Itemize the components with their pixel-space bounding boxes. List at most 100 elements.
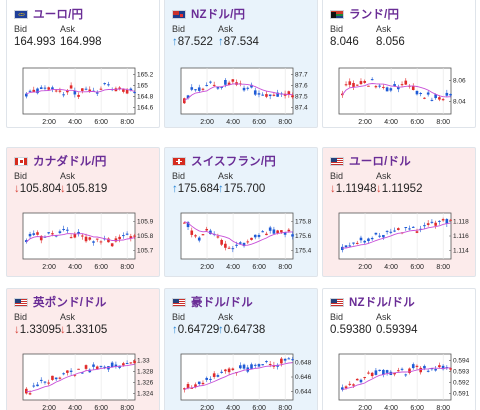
moving-average-line bbox=[341, 83, 451, 98]
pair-name[interactable]: ユーロ/ドル bbox=[349, 156, 411, 168]
candle bbox=[95, 92, 99, 94]
candle bbox=[382, 369, 385, 375]
x-tick-label: 4:00 bbox=[68, 119, 82, 126]
arrow-up-icon: ↑ bbox=[172, 36, 178, 48]
candle bbox=[426, 370, 430, 372]
candle bbox=[363, 377, 367, 379]
card-header[interactable]: NZドル/円 bbox=[172, 6, 245, 22]
pair-name[interactable]: 英ポンド/ドル bbox=[33, 297, 107, 309]
candle bbox=[118, 87, 121, 89]
price-chart[interactable]: 2:00 4:00 6:00 8:00 0.648 0.646 0.644 bbox=[171, 350, 313, 410]
price-chart[interactable]: 2:00 4:00 6:00 8:00 87.7 87.6 87.5 87.4 bbox=[171, 64, 313, 126]
rate-card-audusd[interactable]: 豪ドル/ドル Bid Ask ↑0.64729 ↑0.64738 2:00 4:00 6:00… bbox=[164, 288, 318, 410]
chart-container[interactable]: 2:00 4:00 6:00 8:00 1.118 1.116 1.114 bbox=[329, 209, 471, 271]
moving-average-line bbox=[26, 233, 135, 243]
candle bbox=[212, 84, 216, 86]
pair-name[interactable]: 豪ドル/ドル bbox=[191, 297, 253, 309]
candle bbox=[423, 97, 426, 99]
candle bbox=[385, 87, 389, 92]
candle bbox=[209, 81, 212, 83]
candle bbox=[227, 247, 231, 249]
rate-card-zarjpy[interactable]: ランド/円 Bid Ask 8.046 8.056 2:00 4:00 6:00 8:00 8.0… bbox=[322, 0, 476, 128]
rate-card-eurusd[interactable]: ユーロ/ドル Bid Ask ↓1.11948 ↓1.11952 2:00 4:00 6:00… bbox=[322, 147, 476, 277]
chart-container[interactable]: 2:00 4:00 6:00 8:00 175.8 175.6 175.4 bbox=[171, 209, 313, 271]
card-header[interactable]: スイスフラン/円 bbox=[172, 153, 276, 169]
candle bbox=[449, 368, 452, 370]
card-header[interactable]: ユーロ/円 bbox=[14, 6, 83, 22]
x-tick-label: 6:00 bbox=[94, 405, 108, 410]
candle bbox=[125, 89, 129, 94]
chart-container[interactable]: 2:00 4:00 6:00 8:00 0.648 0.646 0.644 bbox=[171, 350, 313, 410]
card-header[interactable]: NZドル/ドル bbox=[330, 294, 415, 310]
candle bbox=[419, 93, 423, 95]
rate-card-nzdusd[interactable]: NZドル/ドル Bid Ask 0.59380 0.59394 2:00 4:00 6:00 8… bbox=[322, 288, 476, 410]
card-header[interactable]: カナダドル/円 bbox=[14, 153, 107, 169]
candle bbox=[441, 99, 445, 101]
candle bbox=[43, 381, 47, 383]
chart-container[interactable]: 2:00 4:00 6:00 8:00 165.2 165 164.8 164.6 bbox=[13, 64, 155, 126]
bid-value: 0.59380 bbox=[330, 324, 372, 336]
pair-name[interactable]: NZドル/円 bbox=[191, 9, 246, 21]
bid-label: Bid bbox=[330, 24, 344, 34]
pair-name[interactable]: ランド/円 bbox=[349, 9, 400, 21]
ask-number: 87.534 bbox=[223, 36, 259, 48]
candle bbox=[114, 88, 118, 92]
chart-container[interactable]: 2:00 4:00 6:00 8:00 0.594 0.593 0.592 0.591 bbox=[329, 350, 471, 410]
pair-name[interactable]: NZドル/ドル bbox=[349, 297, 415, 309]
candle bbox=[114, 364, 118, 367]
candle bbox=[411, 364, 415, 369]
candle bbox=[66, 90, 69, 93]
candle bbox=[36, 384, 39, 387]
candle bbox=[280, 230, 283, 233]
candle bbox=[261, 231, 265, 233]
candle bbox=[81, 372, 84, 374]
pair-name[interactable]: ユーロ/円 bbox=[33, 9, 84, 21]
price-chart[interactable]: 2:00 4:00 6:00 8:00 0.594 0.593 0.592 0.591 bbox=[329, 350, 471, 410]
rate-card-cadjpy[interactable]: カナダドル/円 Bid Ask ↓105.804 ↓105.819 2:00 4:00 6:0… bbox=[6, 147, 160, 277]
price-chart[interactable]: 2:00 4:00 6:00 8:00 1.118 1.116 1.114 bbox=[329, 209, 471, 271]
bid-value: ↑87.522 bbox=[172, 36, 213, 48]
candle bbox=[370, 372, 374, 377]
chart-container[interactable]: 2:00 4:00 6:00 8:00 1.33 1.328 1.326 1.324 bbox=[13, 350, 155, 410]
card-header[interactable]: 英ポンド/ドル bbox=[14, 294, 107, 310]
pair-name[interactable]: スイスフラン/円 bbox=[191, 156, 276, 168]
x-tick-label: 4:00 bbox=[68, 405, 82, 410]
candle bbox=[51, 233, 54, 235]
candle bbox=[51, 87, 54, 90]
candle bbox=[125, 233, 129, 235]
arrow-up-icon: ↑ bbox=[172, 183, 178, 195]
candle bbox=[84, 88, 88, 90]
rate-card-eurjpy[interactable]: ユーロ/円 Bid Ask 164.993 164.998 2:00 4:00 6:00 8:0… bbox=[6, 0, 160, 128]
chart-container[interactable]: 2:00 4:00 6:00 8:00 87.7 87.6 87.5 87.4 bbox=[171, 64, 313, 126]
candle bbox=[426, 92, 430, 95]
x-tick-label: 2:00 bbox=[358, 405, 372, 410]
chart-container[interactable]: 2:00 4:00 6:00 8:00 8.06 8.04 bbox=[329, 64, 471, 126]
x-tick-label: 6:00 bbox=[410, 119, 424, 126]
x-tick-label: 8:00 bbox=[278, 264, 292, 271]
price-chart[interactable]: 2:00 4:00 6:00 8:00 105.9 105.8 105.7 bbox=[13, 209, 155, 271]
candle bbox=[265, 361, 268, 363]
candle bbox=[205, 377, 209, 380]
candle bbox=[400, 84, 404, 86]
pair-name[interactable]: カナダドル/円 bbox=[33, 156, 107, 168]
price-chart[interactable]: 2:00 4:00 6:00 8:00 175.8 175.6 175.4 bbox=[171, 209, 313, 271]
card-header[interactable]: 豪ドル/ドル bbox=[172, 294, 253, 310]
rate-card-nzdjpy[interactable]: NZドル/円 Bid Ask ↑87.522 ↑87.534 2:00 4:00 6:00 8:… bbox=[164, 0, 318, 128]
price-chart[interactable]: 2:00 4:00 6:00 8:00 1.33 1.328 1.326 1.324 bbox=[13, 350, 155, 410]
candle bbox=[242, 364, 246, 369]
candle bbox=[445, 219, 449, 224]
card-header[interactable]: ユーロ/ドル bbox=[330, 153, 411, 169]
candle bbox=[197, 237, 201, 241]
rate-card-chfjpy[interactable]: スイスフラン/円 Bid Ask ↑175.684 ↑175.700 2:00 4:00 6:… bbox=[164, 147, 318, 277]
price-chart[interactable]: 2:00 4:00 6:00 8:00 165.2 165 164.8 164.6 bbox=[13, 64, 155, 126]
price-chart[interactable]: 2:00 4:00 6:00 8:00 8.06 8.04 bbox=[329, 64, 471, 126]
y-tick-label: 1.118 bbox=[453, 219, 469, 226]
chart-container[interactable]: 2:00 4:00 6:00 8:00 105.9 105.8 105.7 bbox=[13, 209, 155, 271]
candle bbox=[438, 97, 441, 100]
candle bbox=[250, 237, 253, 240]
card-header[interactable]: ランド/円 bbox=[330, 6, 399, 22]
ask-value: ↓1.33105 bbox=[60, 324, 107, 336]
candle bbox=[194, 384, 197, 388]
rate-card-gbpusd[interactable]: 英ポンド/ドル Bid Ask ↓1.33095 ↓1.33105 2:00 4:00 6:0… bbox=[6, 288, 160, 410]
candle bbox=[411, 226, 415, 228]
